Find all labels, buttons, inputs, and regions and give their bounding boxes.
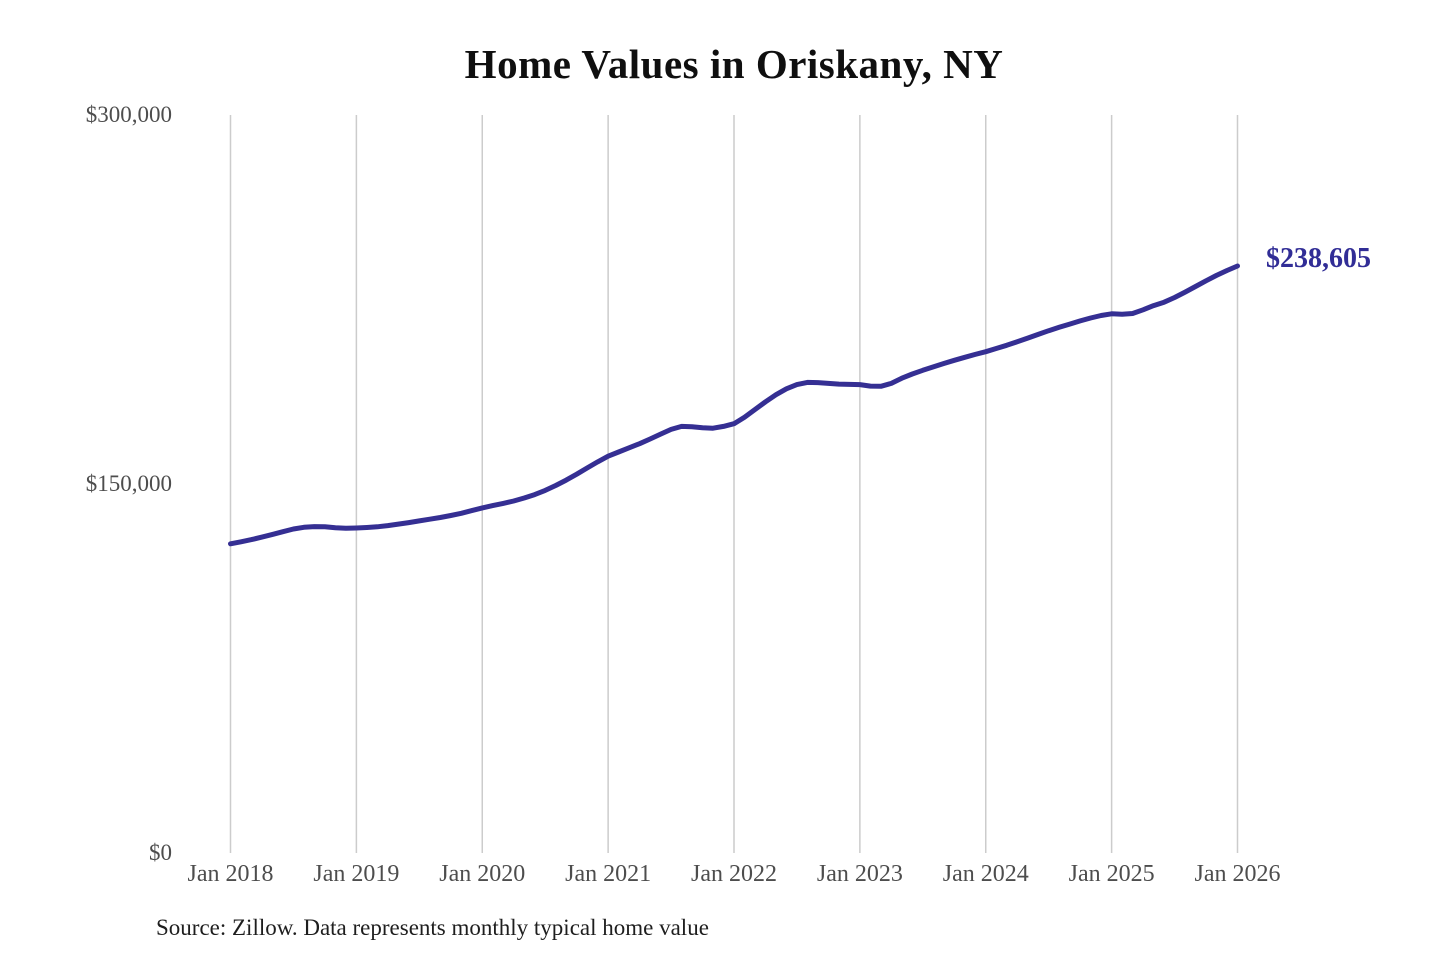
x-axis-label: Jan 2024	[942, 861, 1029, 887]
x-axis-label: Jan 2022	[691, 861, 777, 887]
home-value-line	[228, 263, 1240, 547]
y-axis-label: $150,000	[85, 471, 172, 496]
x-axis-label: Jan 2025	[1068, 861, 1155, 887]
current-value-label: $238,605	[1266, 243, 1371, 274]
y-axis-label: $300,000	[85, 102, 172, 127]
x-axis-label: Jan 2023	[816, 861, 903, 887]
x-axis-label: Jan 2021	[565, 861, 652, 887]
chart-title: Home Values in Oriskany, NY	[464, 41, 1004, 87]
x-axis-label: Jan 2018	[187, 861, 274, 887]
x-axis-label: Jan 2020	[439, 861, 526, 887]
source-note: Source: Zillow. Data represents monthly …	[156, 915, 709, 940]
x-axis-label: Jan 2026	[1194, 861, 1281, 887]
y-axis-label: $0	[149, 840, 172, 865]
x-axis-label: Jan 2019	[313, 861, 400, 887]
